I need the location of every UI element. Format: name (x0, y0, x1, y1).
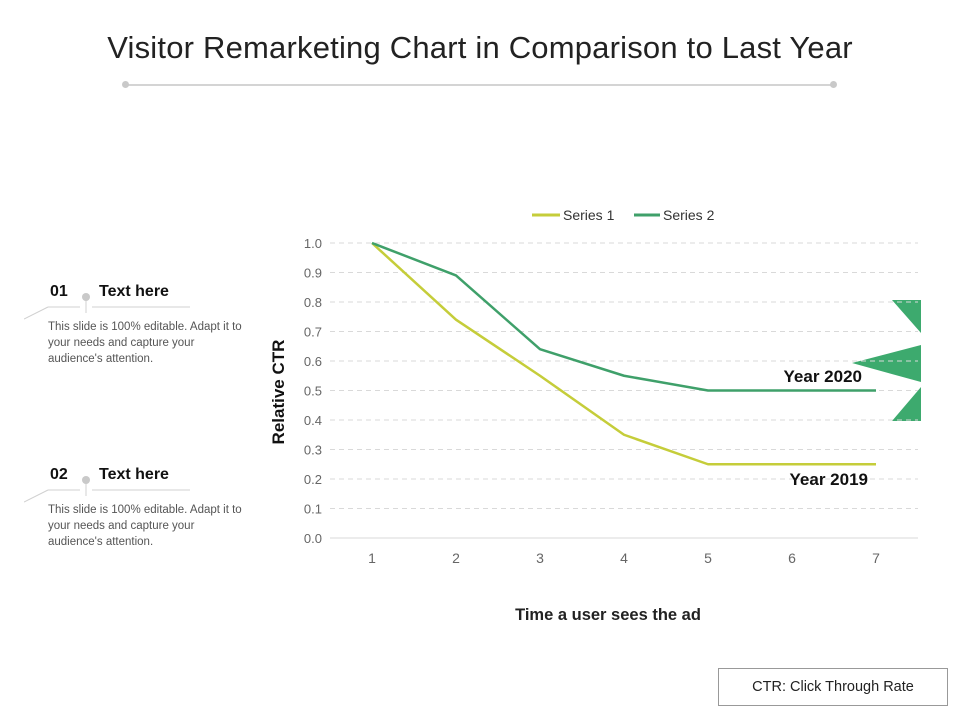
item-heading: Text here (99, 466, 169, 483)
x-tick-label: 2 (452, 550, 460, 566)
y-tick-label: 0.0 (304, 531, 322, 546)
y-tick-label: 0.5 (304, 384, 322, 399)
decorative-triangles (852, 300, 921, 421)
y-tick-label: 1.0 (304, 236, 322, 251)
series-1-line (371, 242, 876, 466)
text-item-01: 01 Text here This slide is 100% editable… (24, 283, 254, 365)
footnote-box: CTR: Click Through Rate (718, 668, 948, 706)
y-tick-label: 0.6 (304, 354, 322, 369)
y-tick-label: 0.1 (304, 502, 322, 517)
item-connector-02 (24, 476, 190, 503)
x-tick-label: 1 (368, 550, 376, 566)
item-heading: Text here (99, 283, 169, 300)
legend-label-series-2: Series 2 (663, 207, 715, 223)
x-tick-label: 6 (788, 550, 796, 566)
item-description: This slide is 100% editable. Adapt it to… (48, 504, 242, 548)
y-tick-label: 0.4 (304, 413, 322, 428)
y-tick-label: 0.9 (304, 266, 322, 281)
accent-triangle-bottom (892, 387, 921, 421)
y-tick-label: 0.3 (304, 443, 322, 458)
series-2-annotation: Year 2020 (784, 367, 862, 386)
title-divider (126, 84, 834, 86)
item-number: 02 (50, 466, 68, 483)
legend-label-series-1: Series 1 (563, 207, 615, 223)
chart-legend: Series 1 Series 2 (532, 207, 715, 223)
y-tick-label: 0.7 (304, 325, 322, 340)
y-tick-labels: 0.0 0.1 0.2 0.3 0.4 0.5 0.6 0.7 0.8 0.9 1.0 (304, 236, 322, 546)
accent-triangle-top (892, 300, 921, 333)
title-divider-left-dot (122, 81, 129, 88)
series-1-annotation: Year 2019 (790, 470, 868, 489)
title-divider-right-dot (830, 81, 837, 88)
item-number: 01 (50, 283, 68, 300)
x-tick-label: 3 (536, 550, 544, 566)
page-title: Visitor Remarketing Chart in Comparison … (107, 30, 853, 65)
x-tick-labels: 1 2 3 4 5 6 7 (368, 550, 880, 566)
x-tick-label: 4 (620, 550, 628, 566)
y-tick-label: 0.2 (304, 472, 322, 487)
x-tick-label: 5 (704, 550, 712, 566)
x-axis-label: Time a user sees the ad (515, 606, 701, 624)
y-axis-label: Relative CTR (269, 340, 288, 445)
item-description: This slide is 100% editable. Adapt it to… (48, 321, 242, 365)
item-connector-01 (24, 293, 190, 320)
y-tick-label: 0.8 (304, 295, 322, 310)
text-item-02: 02 Text here This slide is 100% editable… (24, 466, 254, 548)
x-tick-label: 7 (872, 550, 880, 566)
series-lines (371, 241, 876, 466)
series-2-line (371, 241, 876, 392)
accent-triangle-middle (852, 345, 921, 382)
